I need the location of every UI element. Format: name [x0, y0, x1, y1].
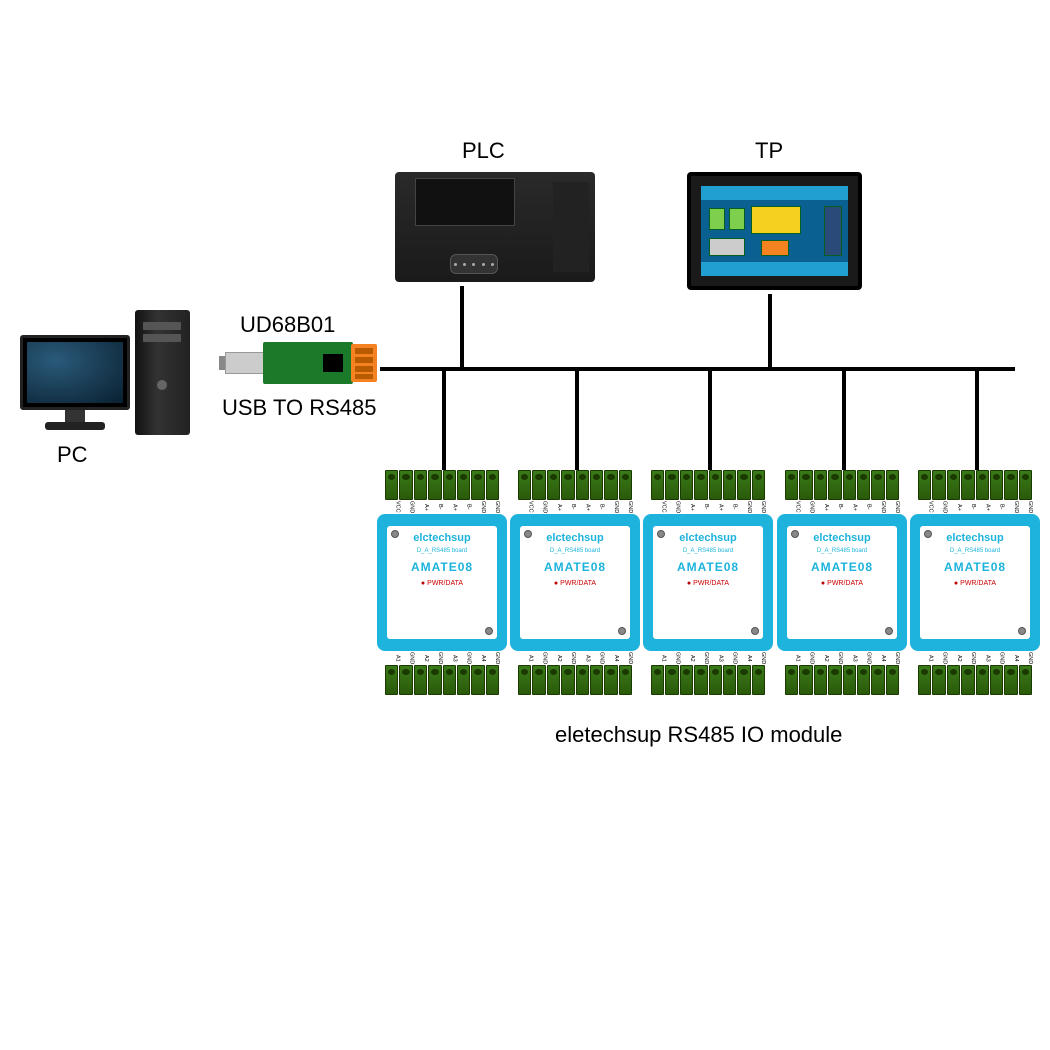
io-module: VCCGNDA+B-A+B-GNDGNDelctechsupD_A_RS485 …	[643, 470, 773, 695]
adapter-model-label: UD68B01	[240, 312, 335, 338]
pc-label: PC	[57, 442, 88, 468]
plc-device	[395, 172, 595, 282]
adapter-desc-label: USB TO RS485	[222, 395, 376, 421]
plc-label: PLC	[462, 138, 505, 164]
modules-caption: eletechsup RS485 IO module	[555, 722, 842, 748]
monitor-icon	[20, 335, 130, 410]
tp-device	[687, 172, 862, 290]
io-module: VCCGNDA+B-A+B-GNDGNDelctechsupD_A_RS485 …	[910, 470, 1040, 695]
io-module: VCCGNDA+B-A+B-GNDGNDelctechsupD_A_RS485 …	[777, 470, 907, 695]
io-module: VCCGNDA+B-A+B-GNDGNDelctechsupD_A_RS485 …	[510, 470, 640, 695]
tp-label: TP	[755, 138, 783, 164]
io-module: VCCGNDA+B-A+B-GNDGNDelctechsupD_A_RS485 …	[377, 470, 507, 695]
pc-tower-icon	[135, 310, 190, 435]
